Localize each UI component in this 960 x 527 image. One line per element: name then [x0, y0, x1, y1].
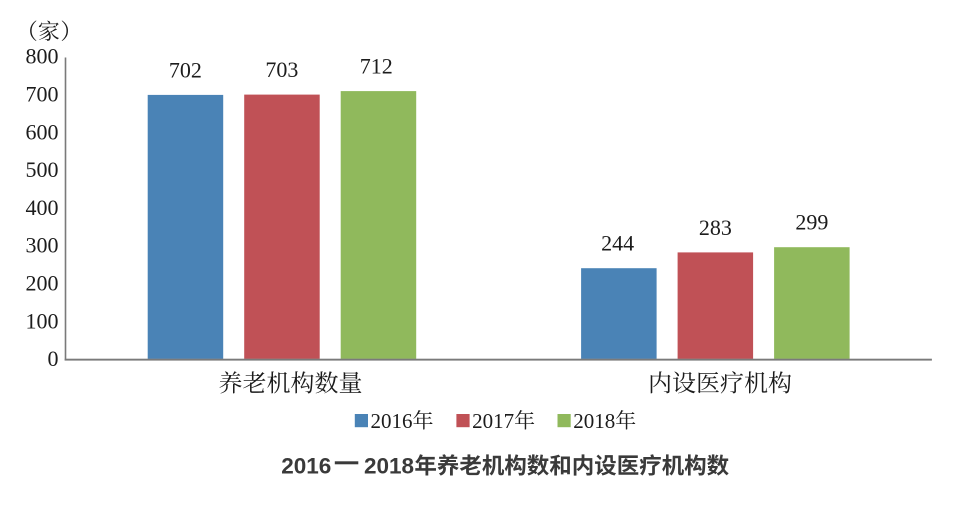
svg-text:600: 600	[26, 119, 59, 144]
svg-text:2018: 2018	[573, 409, 615, 433]
svg-text:300: 300	[26, 233, 59, 258]
svg-text:2016: 2016	[371, 409, 413, 433]
svg-text:100: 100	[26, 308, 59, 333]
svg-text:800: 800	[26, 44, 59, 69]
svg-text:283: 283	[699, 215, 732, 240]
svg-text:500: 500	[26, 157, 59, 182]
svg-text:2016: 2016	[281, 454, 331, 479]
svg-text:2017: 2017	[472, 409, 514, 433]
svg-text:400: 400	[26, 195, 59, 220]
svg-text:700: 700	[26, 82, 59, 107]
svg-text:299: 299	[795, 210, 828, 235]
svg-text:2018: 2018	[364, 454, 414, 479]
svg-text:703: 703	[265, 57, 298, 82]
svg-text:702: 702	[169, 57, 202, 82]
svg-text:0: 0	[48, 346, 59, 371]
svg-text:200: 200	[26, 271, 59, 296]
svg-text:712: 712	[360, 54, 393, 79]
svg-text:244: 244	[601, 231, 634, 256]
